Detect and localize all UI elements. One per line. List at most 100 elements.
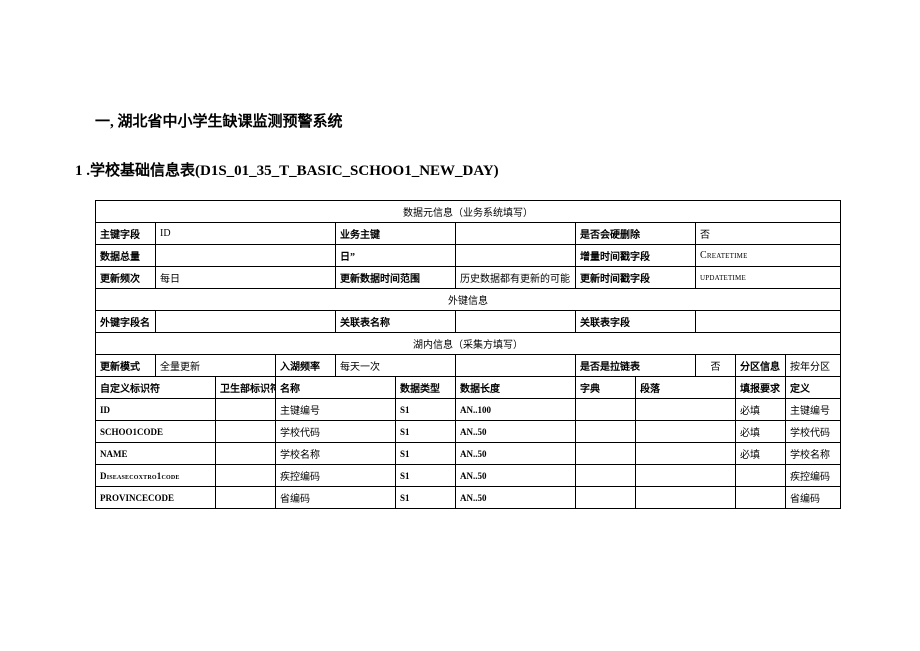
cell-value: [156, 245, 336, 267]
col-header: 卫生部标识符: [216, 377, 276, 399]
cell-value: Createtime: [696, 245, 841, 267]
cell-value: 每天一次: [336, 355, 456, 377]
cell-label: 更新模式: [96, 355, 156, 377]
cell: [216, 443, 276, 465]
col-header: 数据类型: [396, 377, 456, 399]
cell: [736, 487, 786, 509]
cell-value: [456, 311, 576, 333]
cell: 主键编号: [786, 399, 841, 421]
data-table: 数据元信息（业务系统填写） 主键字段 ID 业务主键 是否会硬删除 否 数据总量…: [95, 200, 841, 509]
cell: [216, 487, 276, 509]
heading-1: 一, 湖北省中小学生缺课监测预警系统: [95, 110, 840, 131]
cell: AN..50: [456, 487, 576, 509]
cell: 省编码: [786, 487, 841, 509]
cell: 学校名称: [786, 443, 841, 465]
col-header: 段落: [636, 377, 736, 399]
cell: [216, 399, 276, 421]
cell-value: [156, 311, 336, 333]
cell-label: 是否是拉链表: [576, 355, 696, 377]
col-header: 名称: [276, 377, 396, 399]
cell: S1: [396, 465, 456, 487]
cell: [636, 465, 736, 487]
cell: 主键编号: [276, 399, 396, 421]
cell-label: 入湖频率: [276, 355, 336, 377]
col-header: 定义: [786, 377, 841, 399]
cell-label: 增量时间戳字段: [576, 245, 696, 267]
document-page: 一, 湖北省中小学生缺课监测预警系统 1 .学校基础信息表(D1S_01_35_…: [0, 0, 920, 549]
cell-value: ID: [156, 223, 336, 245]
section-header-lake: 湖内信息（采集方填写）: [96, 333, 841, 355]
cell-label: 日”: [336, 245, 456, 267]
table-row: 数据元信息（业务系统填写）: [96, 201, 841, 223]
cell: [636, 399, 736, 421]
cell: S1: [396, 421, 456, 443]
cell: [216, 421, 276, 443]
cell: AN..100: [456, 399, 576, 421]
cell: [636, 421, 736, 443]
cell: [636, 443, 736, 465]
cell: [736, 465, 786, 487]
cell-value: 否: [696, 223, 841, 245]
cell-value: 全量更新: [156, 355, 276, 377]
table-row: PROVINCECODE 省编码 S1 AN..50 省编码: [96, 487, 841, 509]
cell: 疾控编码: [276, 465, 396, 487]
cell: [576, 487, 636, 509]
cell-label: 关联表名称: [336, 311, 456, 333]
table-row: 主键字段 ID 业务主键 是否会硬删除 否: [96, 223, 841, 245]
cell: [576, 421, 636, 443]
cell: 必填: [736, 399, 786, 421]
cell-value: 每日: [156, 267, 336, 289]
cell-value: 按年分区: [786, 355, 841, 377]
cell-label: 分区信息: [736, 355, 786, 377]
cell: 必填: [736, 443, 786, 465]
table-row: NAME 学校名称 S1 AN..50 必填 学校名称: [96, 443, 841, 465]
cell-value: [696, 311, 841, 333]
table-row: 更新频次 每日 更新数据时间范围 历史数据都有更新的可能 更新时间戳字段 upd…: [96, 267, 841, 289]
cell-label: 关联表字段: [576, 311, 696, 333]
cell: AN..50: [456, 465, 576, 487]
cell-label: 更新频次: [96, 267, 156, 289]
table-row: SCHOO1CODE 学校代码 S1 AN..50 必填 学校代码: [96, 421, 841, 443]
cell: [576, 399, 636, 421]
table-row: 外键信息: [96, 289, 841, 311]
cell: S1: [396, 399, 456, 421]
cell-id: Diseasecoxtro1code: [96, 465, 216, 487]
cell-label: 更新时间戳字段: [576, 267, 696, 289]
table-row: 湖内信息（采集方填写）: [96, 333, 841, 355]
cell: S1: [396, 487, 456, 509]
cell-label: 业务主键: [336, 223, 456, 245]
cell-label: 外键字段名: [96, 311, 156, 333]
col-header: 自定义标识符: [96, 377, 216, 399]
table-row: 自定义标识符 卫生部标识符 名称 数据类型 数据长度 字典 段落 填报要求 定义: [96, 377, 841, 399]
cell: [576, 465, 636, 487]
cell: S1: [396, 443, 456, 465]
cell-value: [456, 223, 576, 245]
table-row: ID 主键编号 S1 AN..100 必填 主键编号: [96, 399, 841, 421]
cell-value: [456, 245, 576, 267]
cell-value: 否: [696, 355, 736, 377]
cell: 学校代码: [786, 421, 841, 443]
cell: 学校代码: [276, 421, 396, 443]
table-row: 数据总量 日” 增量时间戳字段 Createtime: [96, 245, 841, 267]
cell-id: NAME: [96, 443, 216, 465]
section-header-fk: 外键信息: [96, 289, 841, 311]
cell: 疾控编码: [786, 465, 841, 487]
table-row: Diseasecoxtro1code 疾控编码 S1 AN..50 疾控编码: [96, 465, 841, 487]
table-row: 外键字段名 关联表名称 关联表字段: [96, 311, 841, 333]
section-header-meta: 数据元信息（业务系统填写）: [96, 201, 841, 223]
col-header: 数据长度: [456, 377, 576, 399]
heading-2: 1 .学校基础信息表(D1S_01_35_T_BASIC_SCHOO1_NEW_…: [75, 159, 840, 180]
cell-label: 主键字段: [96, 223, 156, 245]
cell-label: 数据总量: [96, 245, 156, 267]
col-header: 填报要求: [736, 377, 786, 399]
cell: 必填: [736, 421, 786, 443]
cell: AN..50: [456, 443, 576, 465]
cell-id: PROVINCECODE: [96, 487, 216, 509]
cell-label: 更新数据时间范围: [336, 267, 456, 289]
cell: [216, 465, 276, 487]
cell-value: 历史数据都有更新的可能: [456, 267, 576, 289]
cell: 学校名称: [276, 443, 396, 465]
cell: 省编码: [276, 487, 396, 509]
cell: AN..50: [456, 421, 576, 443]
cell: [576, 443, 636, 465]
